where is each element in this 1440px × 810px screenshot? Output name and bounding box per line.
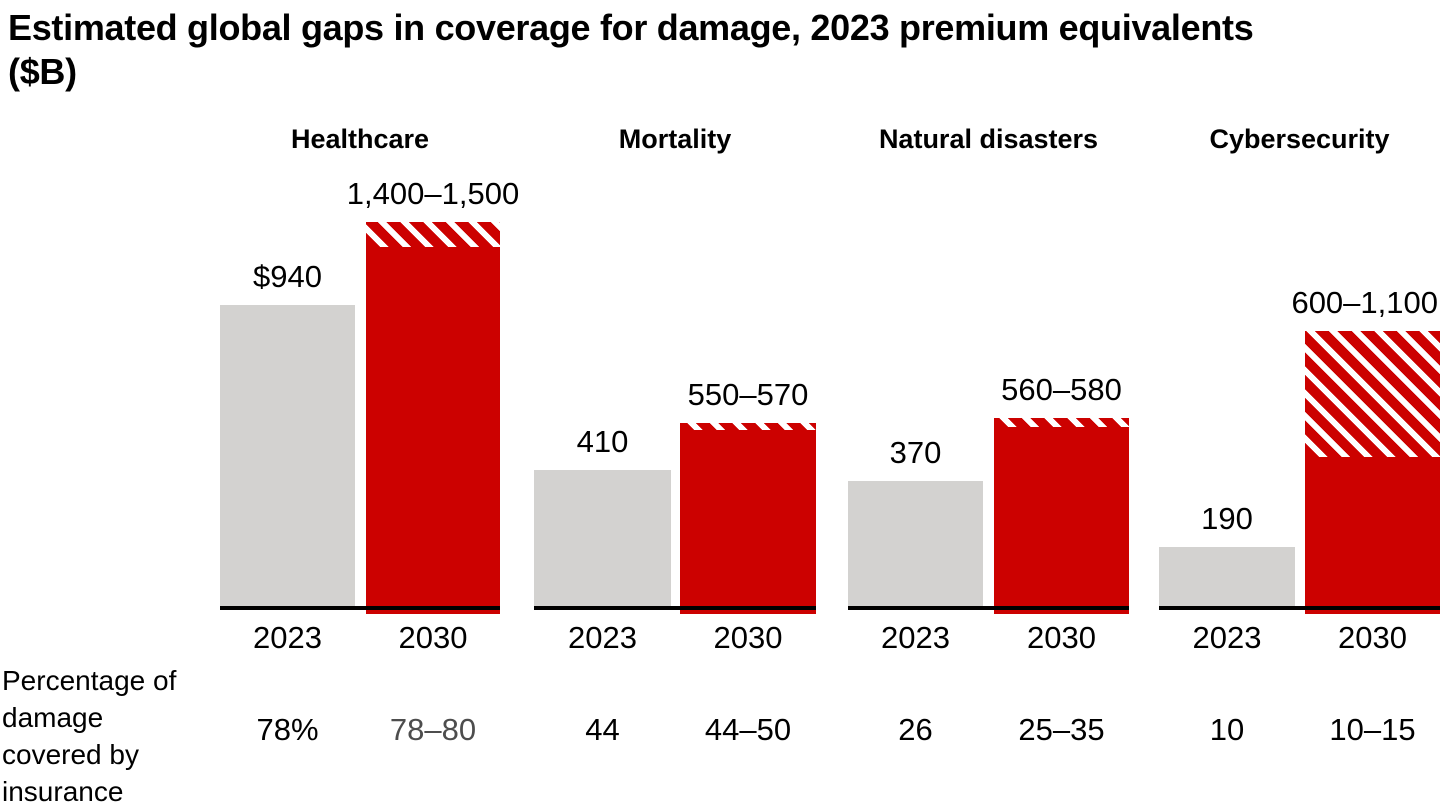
bar-2023 [534,470,671,606]
pct-covered-2023: 26 [898,712,933,747]
bar-2023 [220,305,355,606]
value-label-2030: 600–1,100 [1291,285,1438,320]
pct-covered-2023: 78% [256,712,319,747]
bar-2030-range-hatch [680,423,816,430]
pct-covered-2030: 44–50 [704,712,792,747]
axis-line [534,606,816,610]
bar-2023 [1159,547,1295,606]
category-header: Cybersecurity [1209,124,1390,154]
chart-title: Estimated global gaps in coverage for da… [8,7,1254,92]
bar-2030 [1305,457,1440,614]
year-tick-2023: 2023 [1192,620,1262,655]
percentage-row-label: Percentage of damage covered by insuranc… [2,665,177,807]
axis-line [848,606,1129,610]
year-tick-2030: 2030 [1027,620,1096,655]
bar-2023 [848,481,983,606]
axis-line [1159,606,1440,610]
pct-covered-2030: 10–15 [1329,712,1416,747]
year-tick-2023: 2023 [568,620,637,655]
value-label-2023: 190 [1201,501,1253,536]
bar-2030 [994,427,1129,614]
axis-line [220,606,500,610]
value-label-2030: 560–580 [1001,372,1122,407]
pct-covered-2030: 25–35 [1018,712,1105,747]
year-tick-2023: 2023 [253,620,322,655]
value-label-2030: 1,400–1,500 [346,176,520,211]
bar-2030 [680,430,816,614]
year-tick-2023: 2023 [881,620,950,655]
bar-2030-range-hatch [366,222,500,247]
category-header: Healthcare [290,124,430,154]
pct-covered-2030: 78–80 [389,712,477,747]
year-tick-2030: 2030 [713,620,783,655]
pct-covered-2023: 44 [585,712,620,747]
year-tick-2030: 2030 [398,620,468,655]
bar-2030-range-hatch [1305,331,1440,457]
category-header: Natural disasters [878,124,1099,154]
category-header: Mortality [618,124,732,154]
value-label-2023: $940 [253,259,322,294]
year-tick-2030: 2030 [1338,620,1407,655]
value-label-2030: 550–570 [687,377,809,412]
bar-2030 [366,247,500,614]
pct-covered-2023: 10 [1209,712,1245,747]
bar-2030-range-hatch [994,418,1129,427]
value-label-2023: 370 [889,435,942,470]
value-label-2023: 410 [576,424,629,459]
